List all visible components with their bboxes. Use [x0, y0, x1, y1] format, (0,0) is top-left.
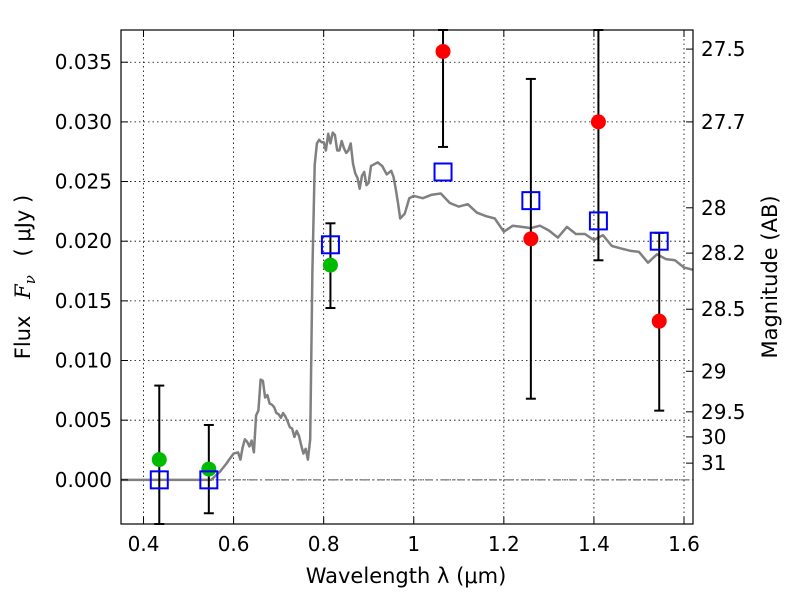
model-spectrum-line	[121, 131, 694, 482]
y-tick-labels: 0.000 0.005 0.010 0.015 0.020 0.025 0.030 0.035	[55, 50, 112, 492]
y-tick-label: 0.030	[55, 110, 112, 134]
x-tick-label: 1	[407, 532, 420, 556]
y-tick-label: 0.020	[55, 229, 112, 253]
y2-tick-label: 28.2	[701, 241, 746, 265]
y-axis-label-prefix: Flux	[11, 316, 35, 360]
y2-tick-label: 28.5	[701, 297, 746, 321]
y2-tick-label: 27.5	[701, 37, 746, 61]
y-axis-label-subscript: ν	[21, 275, 39, 284]
model-photometry-point	[149, 470, 169, 490]
data-markers	[149, 43, 669, 490]
x-tick-labels: 0.4 0.6 0.8 1 1.2 1.4 1.6	[128, 532, 700, 556]
data-point	[322, 257, 338, 273]
y2-tick-label: 31	[701, 451, 726, 475]
grid	[121, 30, 693, 524]
model-photometry-point	[320, 235, 340, 255]
x-axis-label: Wavelength λ (μm)	[306, 564, 507, 588]
x-tick-label: 1.4	[578, 532, 610, 556]
model-photometry-point	[433, 162, 453, 182]
y-tick-label: 0.000	[55, 468, 112, 492]
model-photometry-point	[521, 191, 541, 211]
model-photometry-point	[588, 211, 608, 231]
data-point	[651, 313, 667, 329]
y2-tick-label: 29.5	[701, 400, 746, 424]
y-tick-label: 0.025	[55, 170, 112, 194]
y-axis-label: Flux Fν ( μJy )	[11, 195, 40, 359]
data-point	[435, 43, 451, 59]
model-photometry-point	[649, 231, 669, 251]
data-point	[523, 231, 539, 247]
x-tick-label: 1.2	[488, 532, 520, 556]
model-photometry-point	[199, 470, 219, 490]
y-axis-label-symbol: F	[11, 283, 35, 300]
data-point	[151, 452, 167, 468]
x-tick-label: 0.8	[308, 532, 340, 556]
y2-tick-label: 30	[701, 425, 726, 449]
y-tick-label: 0.015	[55, 289, 112, 313]
y2-tick-label: 28	[701, 196, 726, 220]
data-point	[201, 461, 217, 477]
y2-tick-label: 27.7	[701, 110, 746, 134]
y-tick-label: 0.005	[55, 408, 112, 432]
errorbars	[154, 29, 665, 525]
y-tick-label: 0.010	[55, 349, 112, 373]
x-tick-label: 0.4	[128, 532, 160, 556]
axis-ticks	[121, 30, 693, 524]
y2-axis-label: Magnitude (AB)	[758, 195, 782, 358]
x-tick-label: 1.6	[668, 532, 700, 556]
x-tick-label: 0.6	[218, 532, 250, 556]
y2-tick-label: 29	[701, 359, 726, 383]
model-spectrum	[121, 131, 694, 482]
y-tick-label: 0.035	[55, 50, 112, 74]
plot-frame	[120, 29, 694, 525]
y-axis-label-suffix: ( μJy )	[11, 195, 35, 257]
data-point	[590, 114, 606, 130]
